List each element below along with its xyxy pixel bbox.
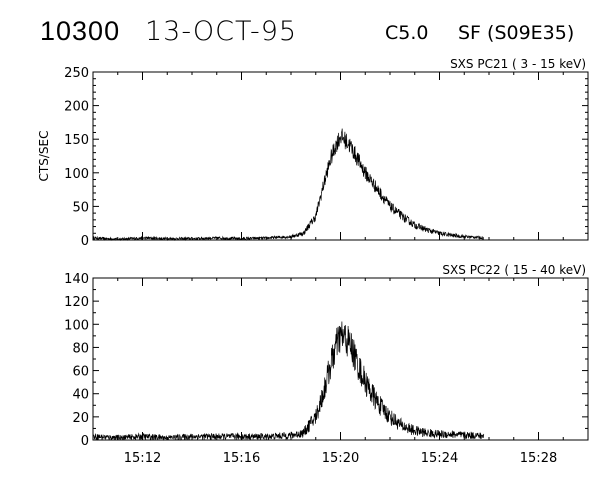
goes-class: C5.0 xyxy=(385,22,429,44)
panel-title: SXS PC22 ( 15 - 40 keV) xyxy=(442,263,586,277)
chart-panel-2: SXS PC22 ( 15 - 40 keV) 0 20 40 60 80 100 120 14… xyxy=(64,263,589,466)
x-tick-label: 15:24 xyxy=(421,451,458,466)
y-tick-label: 20 xyxy=(72,411,89,426)
plot-frame xyxy=(92,277,589,441)
y-tick-label: 200 xyxy=(64,100,89,115)
x-tick-label: 15:28 xyxy=(520,451,557,466)
x-tick-label: 15:16 xyxy=(223,451,260,466)
x-tick-label: 15:12 xyxy=(124,451,161,466)
y-tick-label: 250 xyxy=(64,66,89,81)
event-number: 10300 xyxy=(40,16,121,46)
y-tick-label: 120 xyxy=(64,295,89,310)
flare-info: SF (S09E35) xyxy=(458,22,575,44)
y-tick-label: 0 xyxy=(81,234,89,249)
y-tick-label: 40 xyxy=(72,388,89,403)
series-line xyxy=(92,128,485,242)
plot-header: 10300 13-OCT-95 C5.0 SF (S09E35) xyxy=(0,0,600,60)
event-date: 13-OCT-95 xyxy=(145,16,298,47)
plot-frame xyxy=(92,71,589,241)
y-tick-label: 140 xyxy=(64,272,89,287)
series-line xyxy=(92,321,485,441)
y-tick-label: 150 xyxy=(64,133,89,148)
chart-panel-1: SXS PC21 ( 3 - 15 keV) CTS/SEC 0 50 100 150 20… xyxy=(37,57,589,249)
x-tick-label: 15:20 xyxy=(322,451,359,466)
y-tick-label: 100 xyxy=(64,318,89,333)
y-tick-label: 0 xyxy=(81,434,89,449)
y-axis-label: CTS/SEC xyxy=(37,131,51,182)
y-tick-label: 60 xyxy=(72,365,89,380)
y-tick-label: 50 xyxy=(72,200,89,215)
y-tick-label: 100 xyxy=(64,167,89,182)
y-tick-label: 80 xyxy=(72,341,89,356)
panel-title: SXS PC21 ( 3 - 15 keV) xyxy=(450,57,586,71)
